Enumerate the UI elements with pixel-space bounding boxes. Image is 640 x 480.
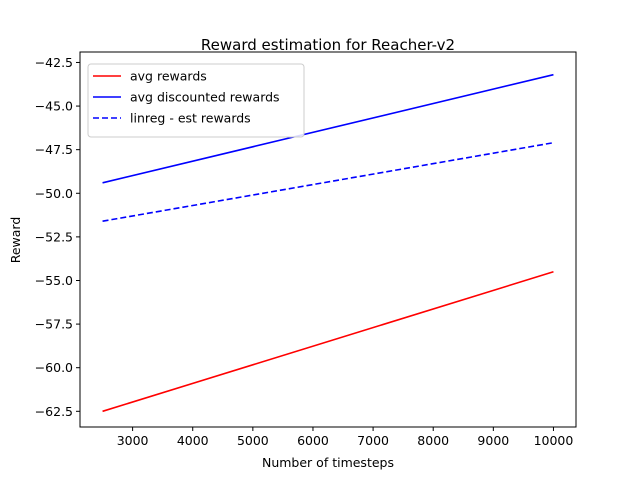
x-tick-label: 10000 [534, 433, 574, 448]
y-axis-label: Reward [8, 217, 23, 264]
x-tick-label: 7000 [357, 433, 389, 448]
y-tick-label: −42.5 [35, 55, 73, 70]
legend-box [87, 63, 305, 138]
legend-label: linreg - est rewards [130, 111, 251, 126]
y-axis-ticks: −62.5 −60.0 −57.5 −55.0 −52.5 −50.0 −47.5 −45.0… [35, 55, 80, 419]
y-tick-label: −60.0 [35, 360, 73, 375]
y-tick-label: −47.5 [35, 142, 73, 157]
x-tick-label: 4000 [177, 433, 209, 448]
y-tick-label: −62.5 [35, 404, 73, 419]
x-tick-label: 5000 [237, 433, 269, 448]
legend-label: avg rewards [130, 69, 207, 84]
x-tick-label: 9000 [477, 433, 509, 448]
y-tick-label: −55.0 [35, 273, 73, 288]
y-tick-label: −50.0 [35, 186, 73, 201]
y-tick-label: −45.0 [35, 99, 73, 114]
legend-label: avg discounted rewards [130, 90, 280, 105]
legend: avg rewards avg discounted rewards linreg … [87, 63, 305, 138]
series-layer [102, 73, 554, 413]
x-axis-label: Number of timesteps [262, 455, 394, 470]
chart-title: Reward estimation for Reacher-v2 [201, 36, 455, 54]
x-tick-label: 3000 [117, 433, 149, 448]
x-axis-ticks: 3000 4000 5000 6000 7000 8000 9000 10000 [117, 427, 574, 448]
series-line-2 [102, 73, 554, 184]
series-line-3 [102, 141, 554, 222]
x-tick-label: 6000 [297, 433, 329, 448]
x-tick-label: 8000 [417, 433, 449, 448]
y-tick-label: −52.5 [35, 229, 73, 244]
y-tick-label: −57.5 [35, 317, 73, 332]
plot-frame [79, 51, 577, 428]
series-line-1 [102, 271, 554, 413]
